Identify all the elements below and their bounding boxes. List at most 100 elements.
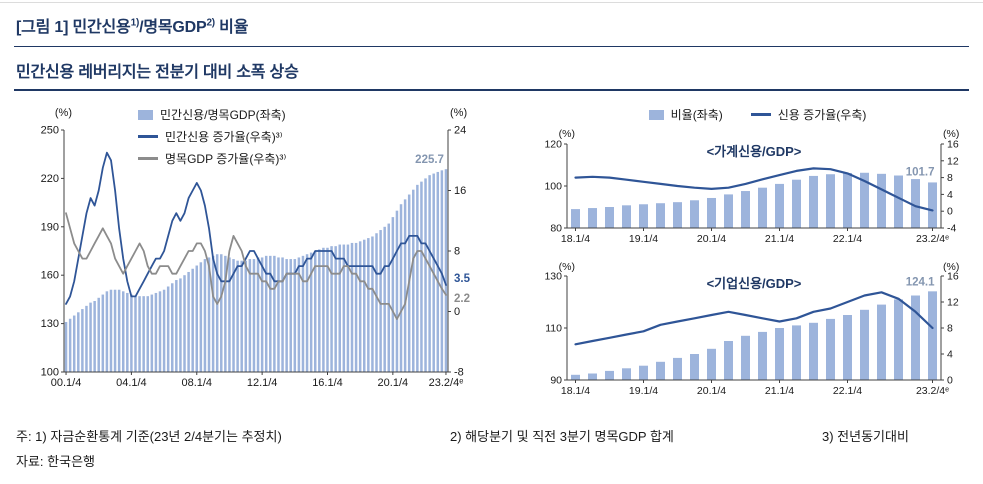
ratio-bar [894,299,903,380]
ratio-bar [264,255,268,372]
page-top-border [0,2,983,3]
ratio-bar [656,203,665,228]
ratio-bar [588,373,597,380]
ratio-bar [309,252,313,372]
ratio-bar [707,197,716,228]
ratio-bar [207,257,211,372]
legend-label: 명목GDP 증가율(우축)³⁾ [165,152,287,166]
y-axis-right-tick-label: -8 [454,367,464,379]
ratio-bar [792,179,801,228]
ratio-bar [89,302,92,372]
ratio-bar [420,181,423,372]
ratio-bar [126,292,129,372]
ratio-bar [724,194,733,228]
ratio-bar [248,259,252,372]
ratio-bar [792,325,801,380]
x-axis-tick-label: 21.1/4 [765,385,794,397]
ratio-bar [571,209,580,228]
x-axis-tick-label: 12.1/4 [247,377,278,389]
figure-title-text: 비율 [214,19,249,36]
ratio-bar [928,182,937,228]
y-axis-left-tick-label: 90 [550,375,562,387]
legend-item-ratio: 민간신용/명목GDP(좌축) [138,106,286,123]
ratio-bar [775,328,784,380]
legend-item-ratio: 비율(좌축) [648,106,723,123]
ratio-bar [860,309,869,380]
y-axis-right-tick-label: 16 [947,139,959,151]
y-axis-left-tick-label: 160 [41,270,59,282]
ratio-bar [273,255,276,372]
right-charts-legend: 비율(좌축) 신용 증가율(우축) [535,106,980,123]
ratio-bar [285,259,288,372]
ratio-bar [318,249,321,372]
right-axis-unit: (%) [943,128,959,140]
ratio-bar [113,289,117,372]
ratio-bar [342,244,346,372]
x-axis-tick-label: 08.1/4 [181,377,212,389]
ratio-bar [571,374,580,380]
ratio-bar [179,278,182,372]
ratio-bar [93,301,96,372]
ratio-bar [215,254,219,372]
blue-line-swatch-icon [138,135,158,138]
ratio-bar [138,296,141,372]
value-annotation: 225.7 [415,154,444,166]
y-axis-right-tick-label: 8 [454,246,460,258]
y-axis-left-tick-label: 100 [41,367,59,379]
ratio-bar [387,223,391,372]
ratio-bar [244,260,248,372]
ratio-bar [326,247,329,372]
ratio-bar [256,257,260,372]
figure-title-text: /명목GDP [139,19,207,36]
value-annotation: 2.2 [454,293,470,305]
chart-title: <기업신용/GDP> [707,276,802,291]
gray-line-swatch-icon [138,157,158,160]
y-axis-right-tick-label: 24 [454,125,466,137]
y-axis-right-tick-label: 12 [947,297,959,309]
ratio-bar [101,294,105,372]
ratio-bar [436,171,440,372]
x-axis-tick-label: 23.2/4ᵉ [916,385,949,397]
x-axis-tick-label: 22.1/4 [833,233,862,245]
ratio-bar [330,246,333,372]
ratio-bar [656,361,665,380]
ratio-bar [911,295,920,380]
ratio-bar [81,309,84,372]
ratio-bar [375,233,378,372]
figure-title-text: [그림 1] 민간신용 [16,19,131,36]
ratio-bar [843,315,852,380]
ratio-bar [166,286,170,372]
value-annotation: 124.1 [906,276,935,288]
ratio-bar [877,173,886,228]
ratio-bar [741,191,750,228]
ratio-bar [338,244,341,372]
footnote-3: 3) 전년동기대비 [822,429,909,444]
ratio-bar [358,241,362,372]
y-axis-left-tick-label: 120 [544,139,562,151]
ratio-bar [622,205,631,228]
ratio-bar [346,244,350,372]
ratio-bar [605,370,614,380]
ratio-bar [171,283,174,372]
ratio-bar [195,265,199,372]
x-axis-tick-label: 23.2/4ᵉ [429,377,464,389]
ratio-bar [860,172,869,228]
ratio-bar [281,257,284,372]
left-chart-legend: 민간신용/명목GDP(좌축) 민간신용 증가율(우축)³⁾ 명목GDP 증가율(… [138,106,286,172]
title-superscript-1: 1) [130,17,140,29]
ratio-bar [928,291,937,380]
ratio-bar [203,259,207,372]
x-axis-tick-label: 00.1/4 [51,377,82,389]
legend-item-credit-growth: 민간신용 증가율(우축)³⁾ [138,128,286,145]
ratio-bar [85,305,88,372]
ratio-bar [232,259,235,372]
value-annotation: 3.5 [454,273,471,285]
left-axis-unit: (%) [559,128,575,140]
private-credit-gdp-chart: 250 220 190 160 130 100 24 16 8 0 -8 00.1/4 04.1/4 08… [41,107,471,389]
ratio-bar [260,257,264,372]
ratio-bar [121,291,125,372]
bar-swatch-icon [648,109,664,120]
ratio-bar [252,259,256,372]
ratio-bar [588,208,597,228]
ratio-bar [391,217,395,372]
